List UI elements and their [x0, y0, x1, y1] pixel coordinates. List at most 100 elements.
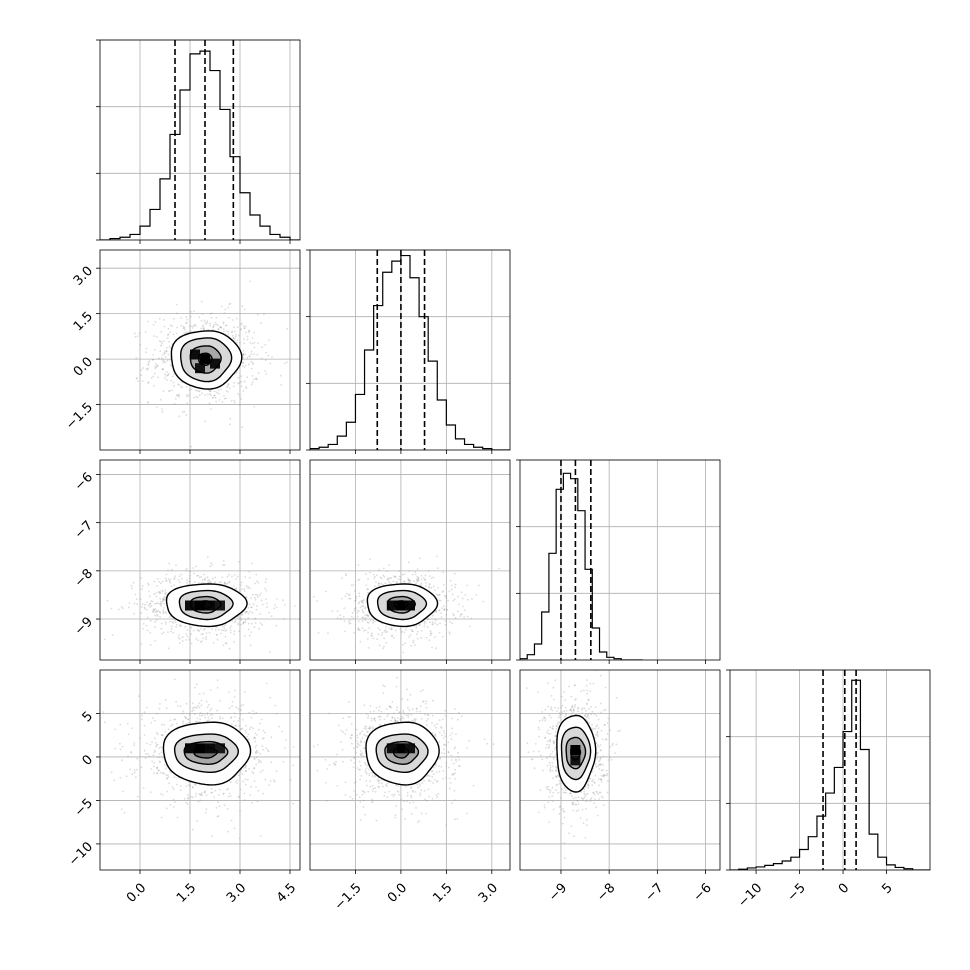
scatter-point — [244, 610, 247, 613]
scatter-point — [238, 334, 240, 337]
scatter-point — [442, 590, 445, 593]
axes-frame — [99, 249, 301, 451]
scatter-point — [182, 720, 185, 723]
scatter-point — [234, 620, 237, 623]
scatter-point — [159, 761, 162, 764]
scatter-point — [261, 745, 264, 747]
scatter-point — [178, 634, 181, 636]
scatter-point — [283, 618, 285, 620]
scatter-point — [217, 328, 220, 331]
scatter-point — [104, 721, 106, 724]
scatter-point — [211, 628, 214, 630]
scatter-point — [242, 780, 245, 783]
scatter-point — [158, 756, 161, 758]
scatter-point — [398, 711, 400, 714]
scatter-point — [438, 593, 441, 596]
scatter-point — [362, 616, 365, 619]
scatter-point — [169, 804, 172, 806]
axes-frame — [99, 669, 301, 871]
scatter-point — [205, 808, 208, 811]
scatter-point — [182, 325, 185, 328]
scatter-point — [156, 712, 158, 715]
scatter-point — [162, 734, 164, 737]
scatter-point — [385, 785, 388, 787]
scatter-point — [555, 728, 558, 730]
scatter-point — [240, 704, 243, 707]
scatter-point — [431, 770, 433, 773]
scatter-point — [247, 628, 250, 631]
scatter-point — [454, 746, 457, 748]
scatter-point — [249, 341, 252, 344]
scatter-point — [197, 629, 200, 631]
scatter-point — [405, 785, 407, 788]
scatter-point — [379, 724, 381, 726]
scatter-point — [244, 691, 246, 693]
scatter-point — [449, 621, 451, 623]
scatter-point — [204, 394, 207, 396]
scatter-point — [159, 350, 162, 353]
scatter-point — [380, 782, 383, 784]
scatter-point — [353, 782, 356, 784]
scatter-point — [600, 729, 603, 732]
scatter-point — [228, 691, 231, 694]
scatter-point — [224, 324, 227, 327]
axes-frame — [309, 249, 511, 451]
scatter-point — [600, 778, 603, 781]
scatter-point — [254, 732, 257, 735]
scatter-point — [168, 580, 171, 583]
scatter-point — [154, 603, 157, 605]
scatter-point — [590, 713, 593, 716]
scatter-point — [227, 383, 230, 385]
scatter-point — [216, 709, 219, 712]
scatter-point — [196, 820, 199, 822]
scatter-point — [326, 800, 328, 802]
scatter-point — [345, 592, 348, 595]
scatter-point — [179, 705, 182, 708]
scatter-point — [198, 693, 201, 695]
scatter-point — [441, 591, 444, 593]
scatter-point — [430, 632, 433, 634]
scatter-point — [381, 632, 384, 634]
scatter-point — [355, 607, 358, 609]
scatter-point — [382, 785, 384, 788]
scatter-point — [268, 784, 270, 786]
scatter-point — [160, 734, 163, 736]
scatter-point — [166, 371, 169, 373]
contour-line — [392, 746, 410, 759]
scatter-point — [238, 717, 241, 720]
scatter-point — [417, 786, 419, 789]
scatter-point — [158, 707, 161, 710]
scatter-point — [256, 594, 259, 596]
scatter-point — [456, 595, 459, 598]
scatter-point — [418, 783, 421, 785]
scatter-point — [418, 557, 421, 560]
scatter-point — [394, 576, 397, 579]
scatter-point — [209, 709, 212, 712]
scatter-point — [204, 420, 207, 423]
scatter-point — [114, 747, 117, 750]
scatter-point — [419, 794, 421, 797]
scatter-point — [424, 579, 426, 582]
scatter-point — [385, 570, 388, 573]
scatter-point — [249, 794, 252, 796]
scatter-point — [211, 791, 213, 794]
scatter-point — [438, 609, 441, 612]
scatter-point — [231, 334, 234, 337]
scatter-point — [366, 784, 368, 787]
scatter-point — [183, 332, 186, 335]
scatter-point — [174, 575, 177, 577]
scatter-point — [197, 704, 200, 707]
scatter-point — [369, 785, 372, 788]
scatter-point — [140, 374, 143, 377]
scatter-point — [386, 715, 389, 718]
scatter-point — [361, 610, 364, 613]
scatter-point — [133, 769, 136, 772]
scatter-point — [391, 793, 394, 796]
scatter-point — [246, 335, 249, 338]
scatter-point — [415, 625, 418, 627]
scatter-point — [219, 326, 222, 328]
scatter-point — [328, 712, 330, 715]
scatter-point — [598, 791, 601, 794]
scatter-point — [260, 718, 263, 721]
scatter-point — [140, 577, 143, 579]
